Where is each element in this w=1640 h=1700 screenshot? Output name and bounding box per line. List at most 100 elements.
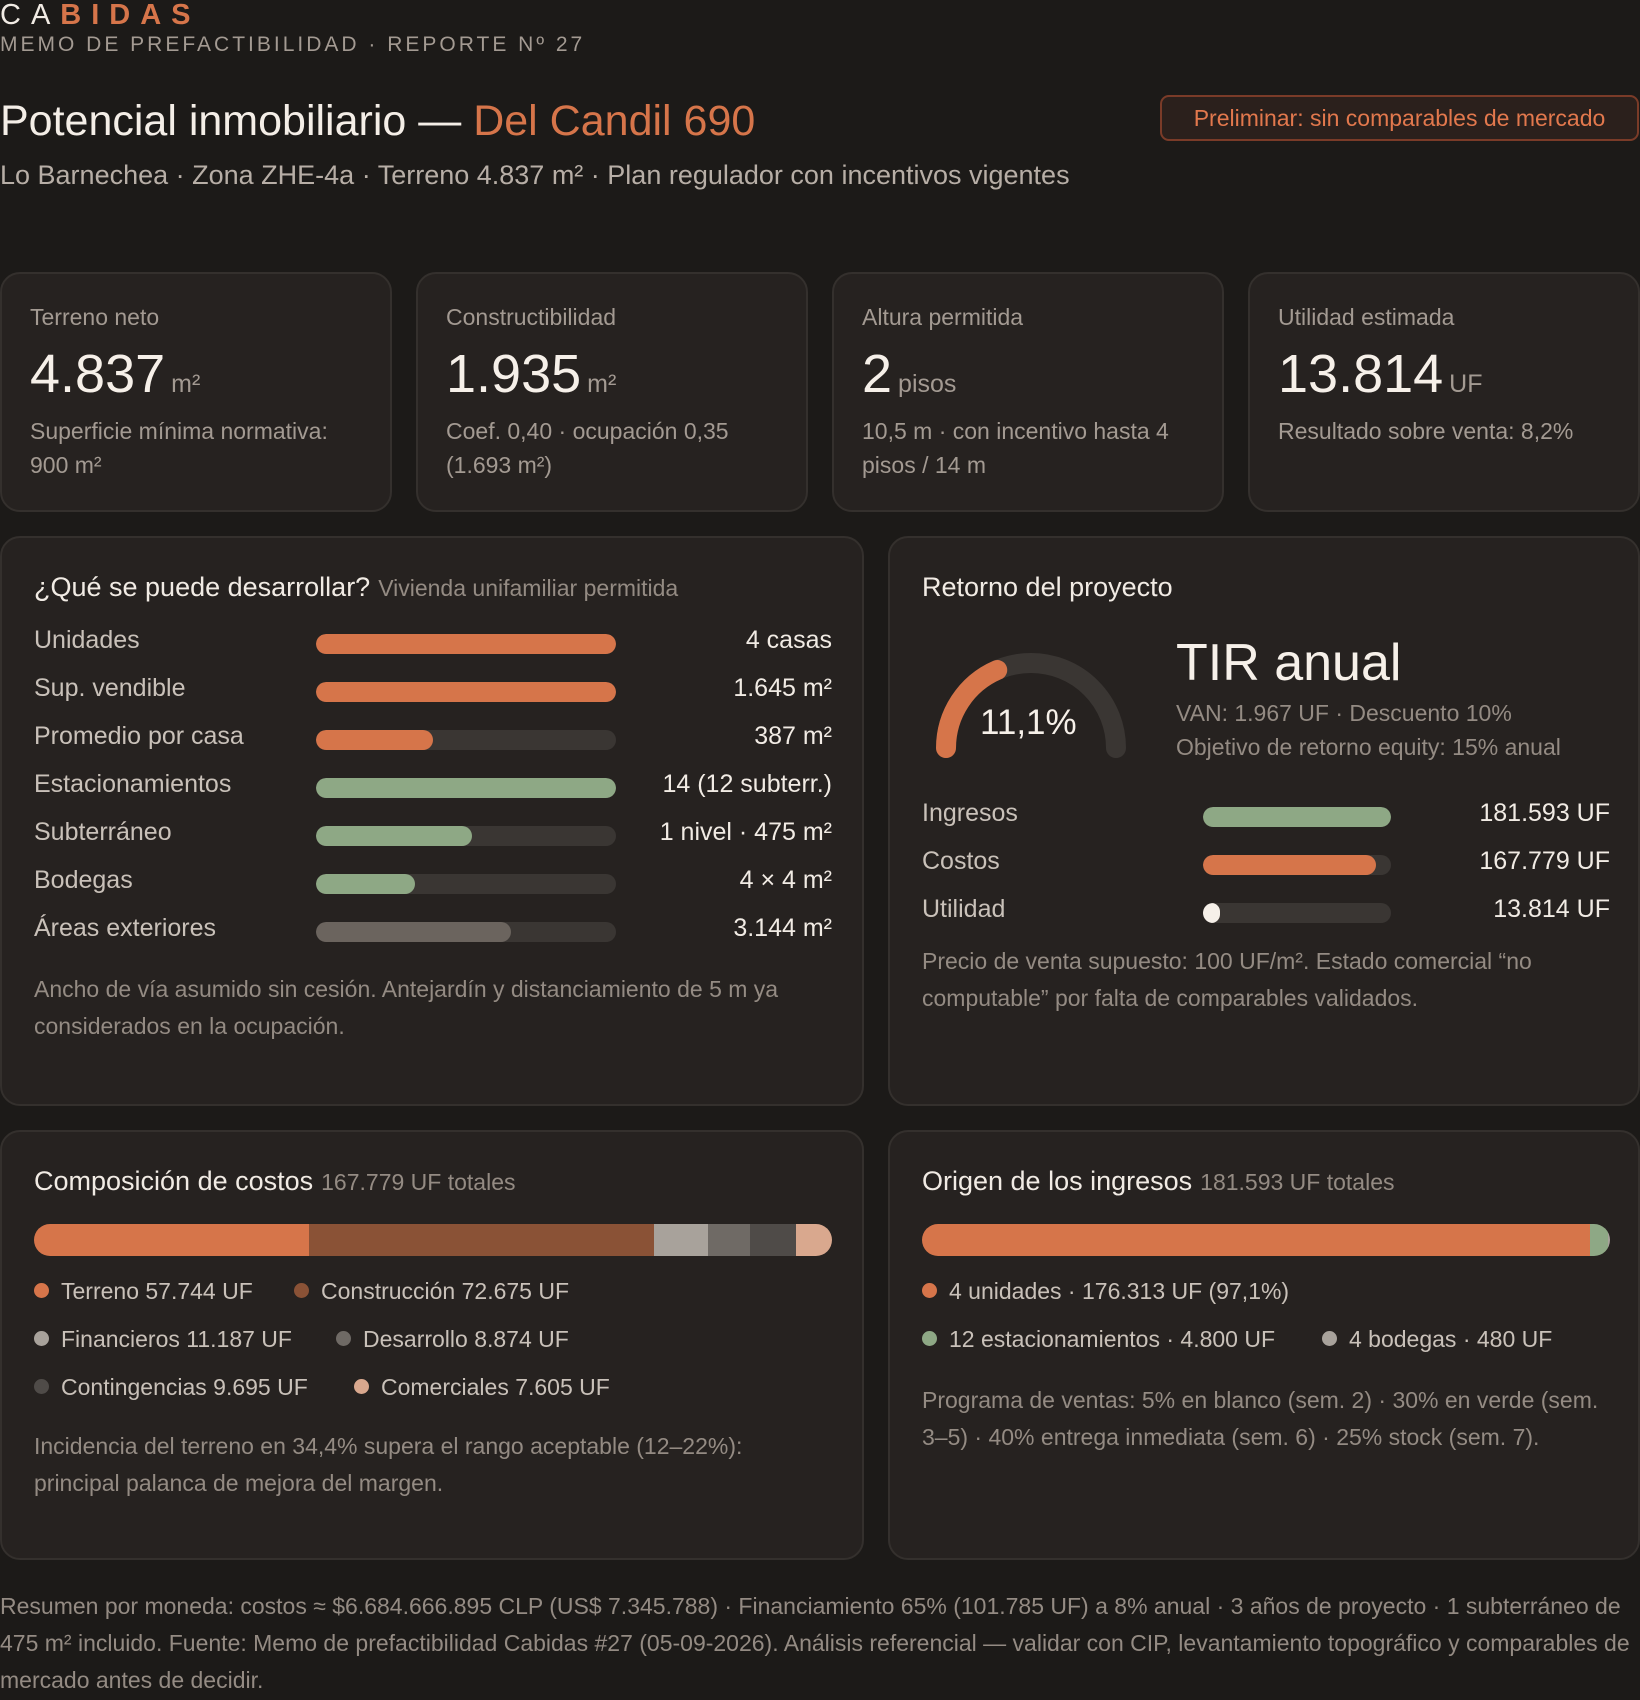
kpi-label: Constructibilidad [446, 304, 617, 330]
kpi-value: 4.837 m² [30, 344, 200, 414]
bar-track [316, 922, 616, 942]
row-label: Áreas exteriores [34, 914, 217, 942]
gauge-fill [936, 659, 1008, 758]
row-label: Unidades [34, 626, 140, 654]
cost-stacked-bar [34, 1224, 832, 1256]
bar-track [316, 634, 616, 654]
development-row: Áreas exteriores 3.144 m² [34, 910, 832, 950]
row-label: Sup. vendible [34, 674, 186, 702]
legend-label: Desarrollo 8.874 UF [363, 1326, 569, 1352]
development-title: ¿Qué se puede desarrollar? Vivienda unifa… [34, 572, 678, 603]
kpi-unit: pisos [898, 370, 957, 398]
kpi-card-utilidad: Utilidad estimada 13.814 UF Resultado sob… [1248, 272, 1640, 512]
status-badge: Preliminar: sin comparables de mercado [1160, 95, 1639, 141]
legend-dot-icon [294, 1283, 309, 1298]
row-value: 13.814 UF [1493, 895, 1610, 923]
cost-total: 167.779 UF totales [321, 1169, 516, 1195]
bar-track [316, 778, 616, 798]
bar-fill [316, 922, 511, 942]
development-heading: ¿Qué se puede desarrollar? [34, 572, 371, 602]
stack-segment [308, 1224, 655, 1256]
kpi-unit: m² [587, 370, 617, 398]
row-label: Ingresos [922, 799, 1018, 827]
legend-label: Terreno 57.744 UF [61, 1278, 253, 1304]
revenue-title: Origen de los ingresos 181.593 UF totales [922, 1166, 1395, 1197]
irr-title: TIR anual [1176, 634, 1402, 692]
legend-item: Terreno 57.744 UF [34, 1278, 253, 1305]
return-row: Ingresos 181.593 UF [922, 795, 1610, 835]
development-card: ¿Qué se puede desarrollar? Vivienda unifa… [0, 536, 864, 1106]
revenue-stacked-bar [922, 1224, 1610, 1256]
row-value: 387 m² [754, 722, 832, 750]
legend-dot-icon [1322, 1331, 1337, 1346]
bar-fill [316, 778, 616, 798]
row-label: Subterráneo [34, 818, 172, 846]
stack-segment [1608, 1224, 1610, 1256]
legend-label: 4 bodegas · 480 UF [1349, 1326, 1553, 1352]
row-value: 3.144 m² [733, 914, 832, 942]
stack-segment [922, 1224, 1590, 1256]
bar-fill [316, 874, 415, 894]
legend-item: Comerciales 7.605 UF [354, 1374, 610, 1401]
title-prefix: Potencial inmobiliario — [0, 97, 474, 145]
kpi-note: Resultado sobre venta: 8,2% [1278, 418, 1574, 444]
row-label: Estacionamientos [34, 770, 232, 798]
legend-label: Construcción 72.675 UF [321, 1278, 570, 1304]
kpi-label: Utilidad estimada [1278, 304, 1455, 330]
kpi-number: 13.814 [1278, 344, 1444, 404]
development-subtitle: Vivienda unifamiliar permitida [378, 575, 679, 601]
row-value: 181.593 UF [1479, 799, 1610, 827]
page-subtitle: Lo Barnechea · Zona ZHE-4a · Terreno 4.8… [0, 160, 1070, 190]
development-note: Ancho de vía asumido sin cesión. Antejar… [34, 976, 779, 1039]
return-card: Retorno del proyecto 11,1% TIR anual VAN… [888, 536, 1640, 1106]
kpi-note: 10,5 m · con incentivo hasta 4 pisos / 1… [862, 418, 1169, 478]
legend-dot-icon [34, 1283, 49, 1298]
legend-item: 12 estacionamientos · 4.800 UF [922, 1326, 1275, 1353]
kpi-number: 1.935 [446, 344, 582, 404]
legend-label: Contingencias 9.695 UF [61, 1374, 308, 1400]
cost-title: Composición de costos 167.779 UF totales [34, 1166, 515, 1197]
legend-label: Comerciales 7.605 UF [381, 1374, 610, 1400]
kpi-note: Coef. 0,40 · ocupación 0,35 (1.693 m²) [446, 418, 729, 478]
development-row: Promedio por casa 387 m² [34, 718, 832, 758]
kpi-number: 2 [862, 344, 893, 404]
legend-label: 12 estacionamientos · 4.800 UF [949, 1326, 1276, 1352]
return-row: Utilidad 13.814 UF [922, 891, 1610, 931]
kpi-value: 13.814 UF [1278, 344, 1483, 414]
revenue-note: Programa de ventas: 5% en blanco (sem. 2… [922, 1387, 1599, 1450]
cost-composition-card: Composición de costos 167.779 UF totales … [0, 1130, 864, 1560]
stack-segment [795, 1224, 832, 1256]
bar-track [316, 730, 616, 750]
row-value: 1 nivel · 475 m² [659, 818, 832, 846]
kpi-card-constructibilidad: Constructibilidad 1.935 m² Coef. 0,40 · o… [416, 272, 808, 512]
revenue-total: 181.593 UF totales [1200, 1169, 1395, 1195]
kpi-label: Terreno neto [30, 304, 160, 330]
row-value: 4 casas [745, 626, 832, 654]
row-label: Costos [922, 847, 1000, 875]
stack-segment [1589, 1224, 1609, 1256]
legend-dot-icon [336, 1331, 351, 1346]
legend-item: Desarrollo 8.874 UF [336, 1326, 569, 1353]
stack-segment [34, 1224, 309, 1256]
kpi-unit: UF [1449, 370, 1483, 398]
cost-heading: Composición de costos [34, 1166, 314, 1196]
kpi-unit: m² [171, 370, 201, 398]
row-label: Utilidad [922, 895, 1006, 923]
legend-dot-icon [922, 1283, 937, 1298]
row-value: 14 (12 subterr.) [662, 770, 832, 798]
kpi-card-terreno: Terreno neto 4.837 m² Superficie mínima n… [0, 272, 392, 512]
row-label: Bodegas [34, 866, 133, 894]
bar-fill [1203, 807, 1391, 827]
page-title: Potencial inmobiliario — Del Candil 690 [0, 95, 755, 147]
legend-dot-icon [34, 1379, 49, 1394]
development-row: Bodegas 4 × 4 m² [34, 862, 832, 902]
legend-item: Contingencias 9.695 UF [34, 1374, 308, 1401]
row-value: 4 × 4 m² [739, 866, 832, 894]
stack-segment [707, 1224, 750, 1256]
target-return-text: Objetivo de retorno equity: 15% anual [1176, 734, 1561, 760]
legend-label: Financieros 11.187 UF [61, 1326, 292, 1352]
return-title: Retorno del proyecto [922, 572, 1173, 602]
bar-track [316, 826, 616, 846]
legend-item: Financieros 11.187 UF [34, 1326, 292, 1353]
